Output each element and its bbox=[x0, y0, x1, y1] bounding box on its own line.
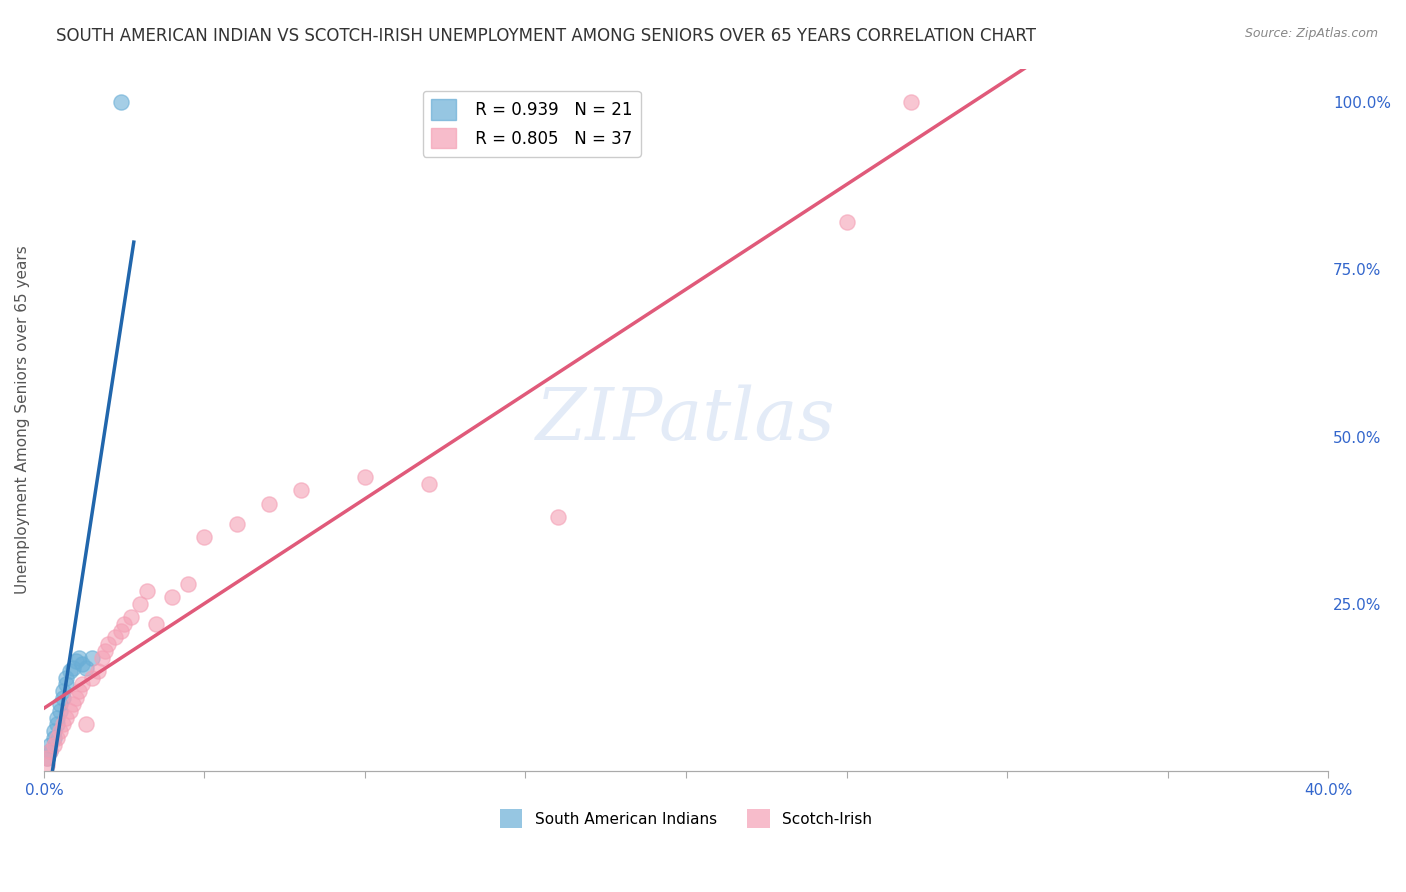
Text: ZIPatlas: ZIPatlas bbox=[536, 384, 835, 455]
Point bbox=[90, 650, 112, 665]
Point bbox=[49, 704, 72, 718]
Point bbox=[87, 664, 110, 678]
Point bbox=[110, 95, 132, 109]
Point bbox=[418, 476, 440, 491]
Point bbox=[35, 751, 58, 765]
Point bbox=[65, 690, 87, 705]
Point bbox=[354, 470, 377, 484]
Point bbox=[55, 671, 77, 685]
Point bbox=[120, 610, 142, 624]
Point bbox=[39, 738, 62, 752]
Point bbox=[49, 724, 72, 739]
Point bbox=[193, 530, 215, 544]
Point bbox=[290, 483, 312, 498]
Point bbox=[62, 698, 84, 712]
Point bbox=[45, 731, 67, 745]
Point bbox=[65, 654, 87, 668]
Point bbox=[45, 717, 67, 731]
Point bbox=[39, 744, 62, 758]
Point bbox=[52, 690, 75, 705]
Point bbox=[67, 650, 90, 665]
Point bbox=[135, 583, 157, 598]
Point bbox=[80, 650, 103, 665]
Point bbox=[52, 684, 75, 698]
Point bbox=[129, 597, 152, 611]
Point bbox=[94, 644, 117, 658]
Point bbox=[162, 591, 184, 605]
Point bbox=[547, 510, 569, 524]
Point bbox=[835, 215, 858, 229]
Point bbox=[58, 704, 80, 718]
Point bbox=[49, 698, 72, 712]
Legend: South American Indians, Scotch-Irish: South American Indians, Scotch-Irish bbox=[494, 803, 879, 834]
Point bbox=[52, 717, 75, 731]
Point bbox=[112, 617, 135, 632]
Y-axis label: Unemployment Among Seniors over 65 years: Unemployment Among Seniors over 65 years bbox=[15, 245, 30, 594]
Point bbox=[80, 671, 103, 685]
Point bbox=[72, 657, 94, 672]
Point bbox=[257, 497, 280, 511]
Point bbox=[42, 738, 65, 752]
Point bbox=[75, 717, 97, 731]
Point bbox=[110, 624, 132, 638]
Point bbox=[72, 677, 94, 691]
Point bbox=[67, 684, 90, 698]
Point bbox=[42, 731, 65, 745]
Point bbox=[42, 724, 65, 739]
Point bbox=[35, 757, 58, 772]
Point bbox=[75, 660, 97, 674]
Point bbox=[103, 631, 125, 645]
Point bbox=[62, 660, 84, 674]
Point bbox=[58, 664, 80, 678]
Point bbox=[225, 516, 247, 531]
Point bbox=[55, 677, 77, 691]
Point bbox=[55, 711, 77, 725]
Point bbox=[35, 751, 58, 765]
Point bbox=[39, 744, 62, 758]
Point bbox=[177, 577, 200, 591]
Point bbox=[97, 637, 120, 651]
Point bbox=[45, 711, 67, 725]
Point bbox=[145, 617, 167, 632]
Text: Source: ZipAtlas.com: Source: ZipAtlas.com bbox=[1244, 27, 1378, 40]
Text: SOUTH AMERICAN INDIAN VS SCOTCH-IRISH UNEMPLOYMENT AMONG SENIORS OVER 65 YEARS C: SOUTH AMERICAN INDIAN VS SCOTCH-IRISH UN… bbox=[56, 27, 1036, 45]
Point bbox=[900, 95, 922, 109]
